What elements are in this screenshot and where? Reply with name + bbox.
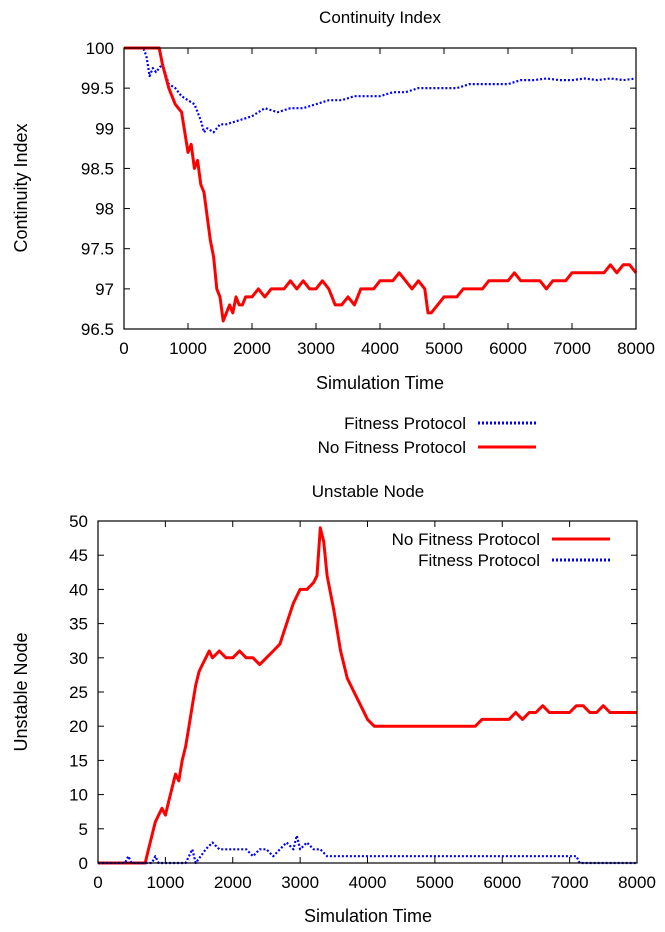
chart2-series-lines xyxy=(98,526,637,865)
chart2-x-tick-label: 5000 xyxy=(416,873,454,892)
chart2-x-tick-label: 7000 xyxy=(551,873,589,892)
chart1-x-tick-label: 3000 xyxy=(297,339,335,358)
chart1-x-tick-label: 5000 xyxy=(425,339,463,358)
chart1-legend: Fitness Protocol No Fitness Protocol xyxy=(318,414,536,457)
chart2-legend-label-fitness: Fitness Protocol xyxy=(418,551,540,570)
chart-unstable-node: Unstable Node 0 1000 2000 3000 4000 5000 6000 7… xyxy=(11,482,656,926)
chart1-y-tick-label: 99.5 xyxy=(81,79,114,98)
chart2-x-tick-label: 4000 xyxy=(349,873,387,892)
chart1-x-tick-label: 6000 xyxy=(489,339,527,358)
chart1-x-tick-labels: 0 1000 2000 3000 4000 5000 6000 7000 8000 xyxy=(119,339,655,358)
chart1-x-tick-label: 1000 xyxy=(169,339,207,358)
chart2-x-tick-label: 8000 xyxy=(618,873,656,892)
chart1-y-tick-label: 96.5 xyxy=(81,320,114,339)
chart1-series-fitness-line xyxy=(124,46,637,134)
chart1-y-tick-label: 98.5 xyxy=(81,159,114,178)
chart2-x-tick-label: 6000 xyxy=(483,873,521,892)
chart2-x-axis-label: Simulation Time xyxy=(304,906,432,926)
chart2-x-tick-label: 2000 xyxy=(214,873,252,892)
chart1-y-tick-labels: 96.5 97 97.5 98 98.5 99 99.5 100 xyxy=(81,39,114,339)
chart1-legend-label-fitness: Fitness Protocol xyxy=(344,414,466,433)
chart1-series-no-fitness-line xyxy=(124,46,638,323)
chart1-plot-frame xyxy=(123,47,637,330)
chart2-x-tick-label: 1000 xyxy=(146,873,184,892)
chart2-y-tick-label: 45 xyxy=(69,546,88,565)
chart2-y-tick-label: 30 xyxy=(69,649,88,668)
chart1-y-tick-label: 97.5 xyxy=(81,240,114,259)
chart1-x-tick-label: 7000 xyxy=(553,339,591,358)
chart2-y-tick-label: 0 xyxy=(79,854,88,873)
chart2-x-tick-label: 3000 xyxy=(281,873,319,892)
chart1-legend-label-no-fitness: No Fitness Protocol xyxy=(318,438,466,457)
chart2-y-tick-label: 15 xyxy=(69,751,88,770)
chart2-legend: No Fitness Protocol Fitness Protocol xyxy=(392,530,610,570)
chart1-x-tick-label: 0 xyxy=(119,339,128,358)
chart2-legend-label-no-fitness: No Fitness Protocol xyxy=(392,530,540,549)
chart1-x-tick-label: 4000 xyxy=(361,339,399,358)
chart2-y-tick-label: 5 xyxy=(79,820,88,839)
chart1-x-tick-label: 2000 xyxy=(233,339,271,358)
chart2-y-tick-labels: 0 5 10 15 20 25 30 35 40 45 50 xyxy=(69,512,88,873)
chart2-y-axis-label: Unstable Node xyxy=(11,632,31,751)
chart2-y-tick-label: 10 xyxy=(69,786,88,805)
chart2-plot-frame xyxy=(97,520,638,864)
chart1-y-axis-label: Continuity Index xyxy=(11,123,31,252)
chart1-y-tick-label: 99 xyxy=(95,119,114,138)
chart1-y-tick-label: 100 xyxy=(86,39,114,58)
chart1-y-tick-label: 98 xyxy=(95,200,114,219)
chart2-y-tick-label: 35 xyxy=(69,615,88,634)
chart2-title: Unstable Node xyxy=(312,482,424,501)
chart2-y-tick-label: 40 xyxy=(69,580,88,599)
chart1-series-lines xyxy=(124,46,638,323)
chart2-y-tick-label: 25 xyxy=(69,683,88,702)
chart2-x-tick-label: 0 xyxy=(93,873,102,892)
chart2-y-tick-label: 50 xyxy=(69,512,88,531)
chart1-title: Continuity Index xyxy=(319,8,441,27)
chart2-y-tick-label: 20 xyxy=(69,717,88,736)
chart1-y-tick-label: 97 xyxy=(95,280,114,299)
chart2-series-no-fitness-line xyxy=(98,526,637,865)
chart1-x-axis-label: Simulation Time xyxy=(316,373,444,393)
chart-continuity-index: Continuity Index 0 1000 2000 3000 4000 5000 60… xyxy=(11,8,655,457)
chart2-ticks xyxy=(97,520,638,864)
chart2-x-tick-labels: 0 1000 2000 3000 4000 5000 6000 7000 8000 xyxy=(93,873,656,892)
chart1-x-tick-label: 8000 xyxy=(617,339,655,358)
